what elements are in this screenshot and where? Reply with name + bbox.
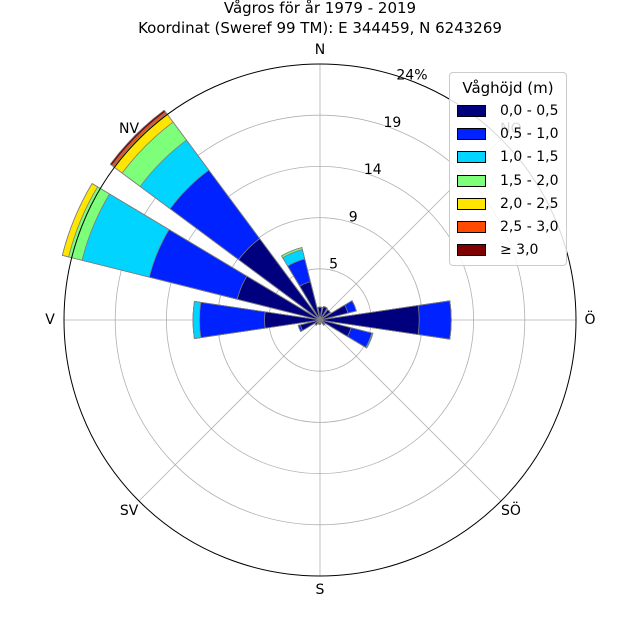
legend-item: 1,0 - 1,5: [450, 146, 566, 169]
legend-item: 2,5 - 3,0: [450, 215, 566, 238]
direction-label: V: [45, 312, 55, 328]
legend-rows: 0,0 - 0,5 0,5 - 1,0 1,0 - 1,5 1,5 - 2,0 2,0 …: [450, 99, 566, 262]
legend-label: 0,0 - 0,5: [500, 102, 559, 119]
rose-bar-segment: [238, 238, 321, 321]
radial-tick-label: 14: [364, 162, 382, 178]
legend-label: 1,0 - 1,5: [500, 149, 559, 166]
rose-bar-segment: [317, 306, 323, 321]
legend-label: 0,5 - 1,0: [500, 125, 559, 142]
legend-item: ≥ 3,0: [450, 239, 566, 262]
legend-label: 2,0 - 2,5: [500, 195, 559, 212]
legend-swatch: [457, 104, 486, 117]
grid-spoke: [319, 319, 502, 502]
rose-bar-segment: [319, 319, 352, 337]
radial-tick-label: 5: [329, 257, 338, 273]
legend-swatch: [457, 244, 486, 257]
legend-item: 0,0 - 0,5: [450, 99, 566, 122]
rose-bar-segment: [319, 304, 349, 321]
rose-bar-segment: [319, 305, 420, 335]
radial-tick-label: 24%: [396, 67, 427, 83]
direction-label: N: [315, 42, 325, 58]
legend-swatch: [457, 197, 486, 210]
legend-label: ≥ 3,0: [500, 242, 539, 259]
chart-title: Vågros för år 1979 - 2019 Koordinat (Swe…: [0, 0, 640, 38]
rose-bar-segment: [264, 311, 321, 329]
direction-label: Ö: [584, 310, 595, 328]
direction-label: SV: [120, 503, 139, 519]
legend-item: 2,0 - 2,5: [450, 192, 566, 215]
direction-label: S: [316, 582, 325, 598]
legend-label: 1,5 - 2,0: [500, 172, 559, 189]
rose-bar-segment: [319, 309, 331, 321]
grid-spoke: [138, 319, 321, 502]
direction-label: SÖ: [501, 501, 521, 519]
rose-bar-segment: [236, 275, 321, 321]
legend-swatch: [457, 221, 486, 234]
legend-swatch: [457, 127, 486, 140]
chart-title-line2: Koordinat (Sweref 99 TM): E 344459, N 62…: [138, 19, 502, 37]
rose-bar-segment: [299, 319, 321, 331]
rose-bar-segment: [299, 281, 321, 321]
legend-title: Våghöjd (m): [462, 79, 554, 97]
legend-swatch: [457, 174, 486, 187]
rose-bar-segment: [319, 306, 328, 321]
legend-item: 0,5 - 1,0: [450, 122, 566, 145]
rose-bar-segment: [314, 319, 321, 326]
legend-item: 1,5 - 2,0: [450, 169, 566, 192]
chart-title-line1: Vågros för år 1979 - 2019: [223, 0, 417, 17]
radial-tick-label: 19: [383, 115, 401, 131]
direction-label: NV: [119, 121, 139, 137]
radial-tick-label: 9: [349, 209, 358, 225]
legend-swatch: [457, 151, 486, 164]
rose-bar-segment: [199, 301, 321, 339]
legend: Våghöjd (m) 0,0 - 0,5 0,5 - 1,0 1,0 - 1,5 1…: [449, 72, 567, 266]
rose-bar-segment: [318, 319, 322, 325]
legend-label: 2,5 - 3,0: [500, 219, 559, 236]
polar-frame: [63, 63, 577, 577]
